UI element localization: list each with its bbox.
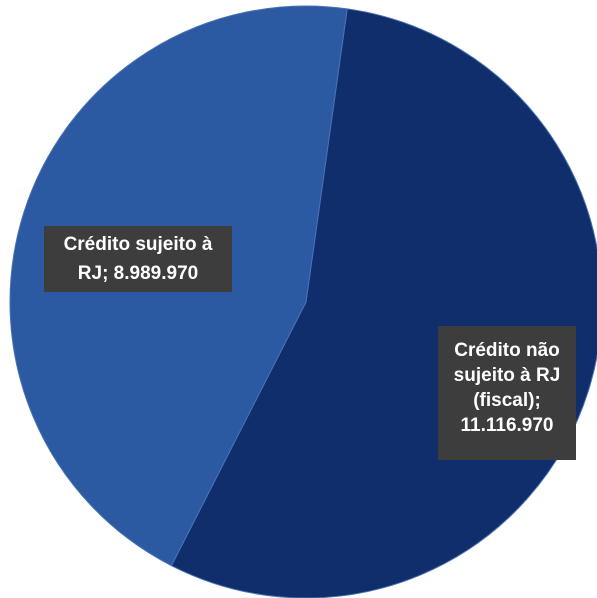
data-label-text: RJ; 8.989.970 [78, 263, 198, 284]
pie-slices [9, 5, 597, 598]
data-label-box [44, 226, 232, 292]
data-label-text: Crédito sujeito à [64, 234, 213, 255]
data-label-2: Crédito sujeito à RJ; 8.989.970 [44, 226, 232, 292]
data-label-box [438, 326, 576, 460]
pie-labels: Crédito não sujeito à RJ (fiscal); 11.116.9… [44, 226, 576, 460]
data-label-text: (fiscal); [473, 390, 541, 411]
data-label-1: Crédito não sujeito à RJ (fiscal); 11.116.9… [438, 326, 576, 460]
data-label-text: sujeito à RJ [454, 365, 561, 386]
data-label-text: 11.116.970 [461, 415, 554, 436]
data-label-text: Crédito não [454, 340, 560, 361]
